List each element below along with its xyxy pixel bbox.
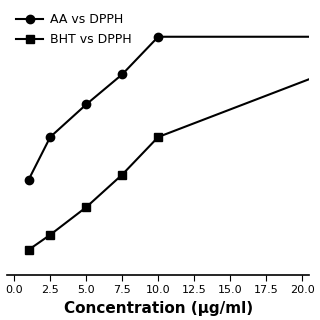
Legend: AA vs DPPH, BHT vs DPPH: AA vs DPPH, BHT vs DPPH bbox=[13, 11, 134, 49]
BHT vs DPPH bbox=[84, 205, 88, 209]
BHT vs DPPH bbox=[48, 233, 52, 237]
BHT vs DPPH bbox=[156, 135, 160, 139]
BHT vs DPPH bbox=[120, 173, 124, 177]
BHT vs DPPH bbox=[27, 248, 31, 252]
Line: BHT vs DPPH: BHT vs DPPH bbox=[25, 50, 320, 254]
AA vs DPPH bbox=[27, 178, 31, 181]
AA vs DPPH bbox=[120, 72, 124, 76]
X-axis label: Concentration (μg/ml): Concentration (μg/ml) bbox=[64, 301, 253, 316]
AA vs DPPH bbox=[84, 102, 88, 106]
AA vs DPPH bbox=[48, 135, 52, 139]
Line: AA vs DPPH: AA vs DPPH bbox=[25, 33, 320, 184]
AA vs DPPH bbox=[156, 35, 160, 39]
